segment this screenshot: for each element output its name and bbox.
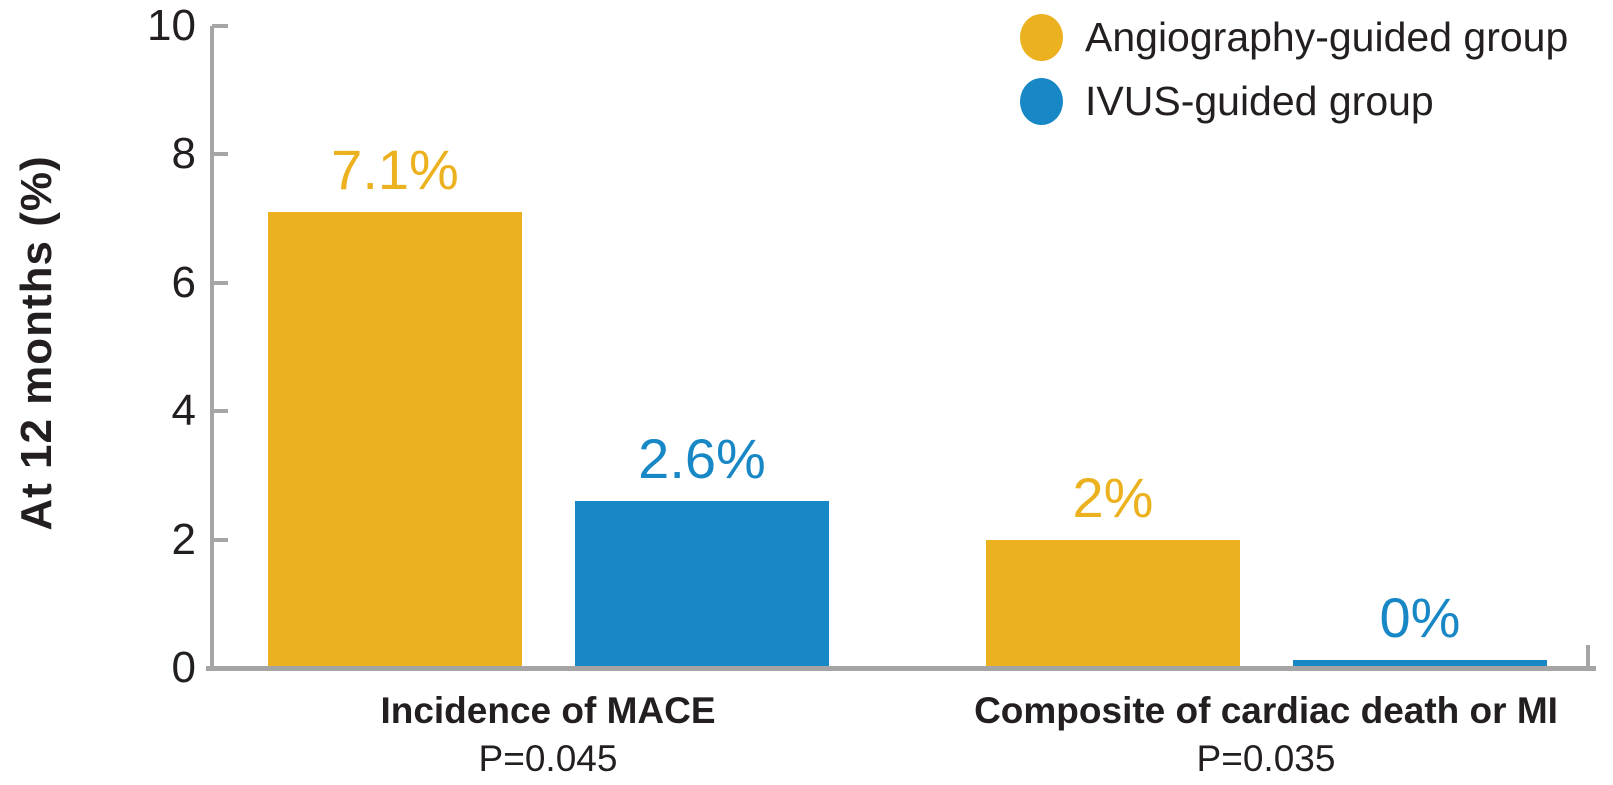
x-category-pvalue-1: P=0.035 <box>1196 738 1336 779</box>
legend-swatch-angiography-icon <box>1020 14 1063 61</box>
y-axis-title: At 12 months (%) <box>12 155 61 531</box>
bar-ivus-guided-group-cat1 <box>1293 660 1547 668</box>
bar-ivus-guided-group-cat0 <box>575 501 829 668</box>
x-category-label-1: Composite of cardiac death or MI <box>974 690 1558 731</box>
y-tick-mark-10 <box>212 24 228 28</box>
y-tick-label-4: 4 <box>171 386 196 436</box>
y-tick-mark-6 <box>212 280 228 285</box>
bar-angiography-guided-group-cat1 <box>986 539 1240 668</box>
legend-item-ivus: IVUS-guided group <box>1020 78 1568 125</box>
legend-item-angiography: Angiography-guided group <box>1020 14 1568 61</box>
y-tick-label-2: 2 <box>171 514 196 564</box>
y-axis-line <box>210 26 214 670</box>
bar-value-label-ivus-guided-group-cat1: 0% <box>1379 586 1461 649</box>
y-tick-label-8: 8 <box>171 129 196 179</box>
x-category-label-0: Incidence of MACE <box>380 690 716 731</box>
bar-value-label-angiography-guided-group-cat1: 2% <box>1072 465 1154 529</box>
x-axis-line <box>206 666 1596 671</box>
y-tick-label-0: 0 <box>171 643 196 692</box>
legend-swatch-ivus-icon <box>1020 78 1063 125</box>
bar-angiography-guided-group-cat0 <box>268 212 522 668</box>
legend: Angiography-guided group IVUS-guided gro… <box>1020 14 1568 125</box>
legend-label-angiography: Angiography-guided group <box>1085 14 1569 60</box>
y-tick-mark-2 <box>212 537 228 542</box>
y-tick-label-6: 6 <box>171 257 196 307</box>
x-category-pvalue-0: P=0.045 <box>478 738 618 779</box>
bar-value-label-ivus-guided-group-cat0: 2.6% <box>638 427 766 491</box>
bar-value-label-angiography-guided-group-cat0: 7.1% <box>331 138 459 202</box>
legend-label-ivus: IVUS-guided group <box>1085 78 1434 124</box>
x-axis-end-tick <box>1586 645 1590 666</box>
y-tick-label-10: 10 <box>147 1 196 50</box>
y-tick-mark-4 <box>212 409 228 414</box>
y-tick-mark-8 <box>212 152 228 157</box>
